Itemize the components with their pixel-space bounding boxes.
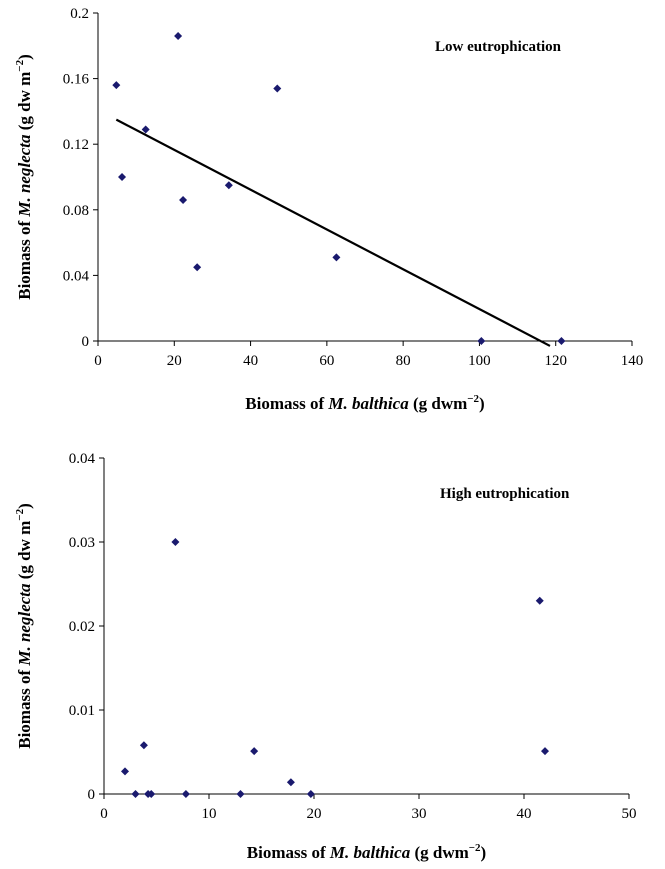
y-tick-label: 0.04 [63, 268, 90, 284]
chart-annotation: High eutrophication [440, 486, 570, 502]
data-point [306, 790, 315, 798]
data-point [250, 747, 259, 756]
data-point [179, 195, 188, 204]
x-tick-label: 10 [202, 806, 217, 822]
y-tick-label: 0.01 [69, 703, 95, 719]
chart-annotation: Low eutrophication [435, 39, 562, 55]
data-point [477, 337, 486, 345]
data-point [131, 790, 140, 798]
data-point [236, 790, 245, 798]
x-tick-label: 120 [544, 353, 567, 369]
trendline [115, 118, 551, 347]
x-tick-label: 20 [307, 806, 322, 822]
data-point [541, 747, 549, 756]
data-point [121, 767, 129, 776]
data-point [557, 337, 566, 345]
data-point [174, 31, 183, 40]
x-tick-label: 20 [167, 353, 182, 369]
data-point [273, 84, 282, 93]
chart-2: 0 10 20 30 40 50 0 0.01 0.02 0.03 0.04 High eutroph… [14, 451, 637, 862]
x-axis-label: Biomass of M. balthica (g dwm−2) [245, 393, 484, 413]
y-axis-label: Biomass of M. neglecta (g dw m−2) [14, 503, 34, 749]
data-point [141, 125, 150, 134]
x-tick-label: 40 [517, 806, 532, 822]
x-tick-label: 140 [621, 353, 644, 369]
y-tick-label: 0.16 [63, 72, 90, 88]
data-point [224, 181, 233, 190]
data-point [139, 741, 148, 750]
y-tick-label: 0.08 [63, 203, 89, 219]
data-point [535, 596, 544, 605]
data-point [193, 263, 202, 272]
data-point [171, 538, 180, 546]
y-tick-label: 0.12 [63, 137, 89, 153]
y-tick-label: 0 [88, 787, 96, 803]
x-tick-label: 100 [468, 353, 491, 369]
x-tick-label: 60 [319, 353, 334, 369]
data-point [147, 790, 156, 798]
x-tick-label: 80 [396, 353, 411, 369]
y-tick-label: 0.02 [69, 619, 95, 635]
x-axis-label: Biomass of M. balthica (g dwm−2) [247, 842, 486, 862]
data-point [181, 790, 190, 798]
y-axis-label: Biomass of M. neglecta (g dw m−2) [14, 54, 34, 300]
data-point [332, 253, 341, 262]
data-point [112, 81, 121, 90]
x-tick-label: 40 [243, 353, 258, 369]
x-tick-label: 0 [100, 806, 108, 822]
chart-1: 0 20 40 60 80 100 120 140 0 0.04 0.08 0.12 0.16 0.2 Lo… [14, 6, 643, 413]
x-tick-label: 30 [412, 806, 427, 822]
data-point [118, 173, 127, 181]
y-tick-label: 0 [82, 334, 90, 350]
y-tick-label: 0.04 [69, 451, 96, 467]
data-point [286, 778, 295, 787]
y-tick-label: 0.03 [69, 535, 95, 551]
y-tick-label: 0.2 [70, 6, 89, 22]
x-tick-label: 50 [622, 806, 637, 822]
x-tick-label: 0 [94, 353, 102, 369]
